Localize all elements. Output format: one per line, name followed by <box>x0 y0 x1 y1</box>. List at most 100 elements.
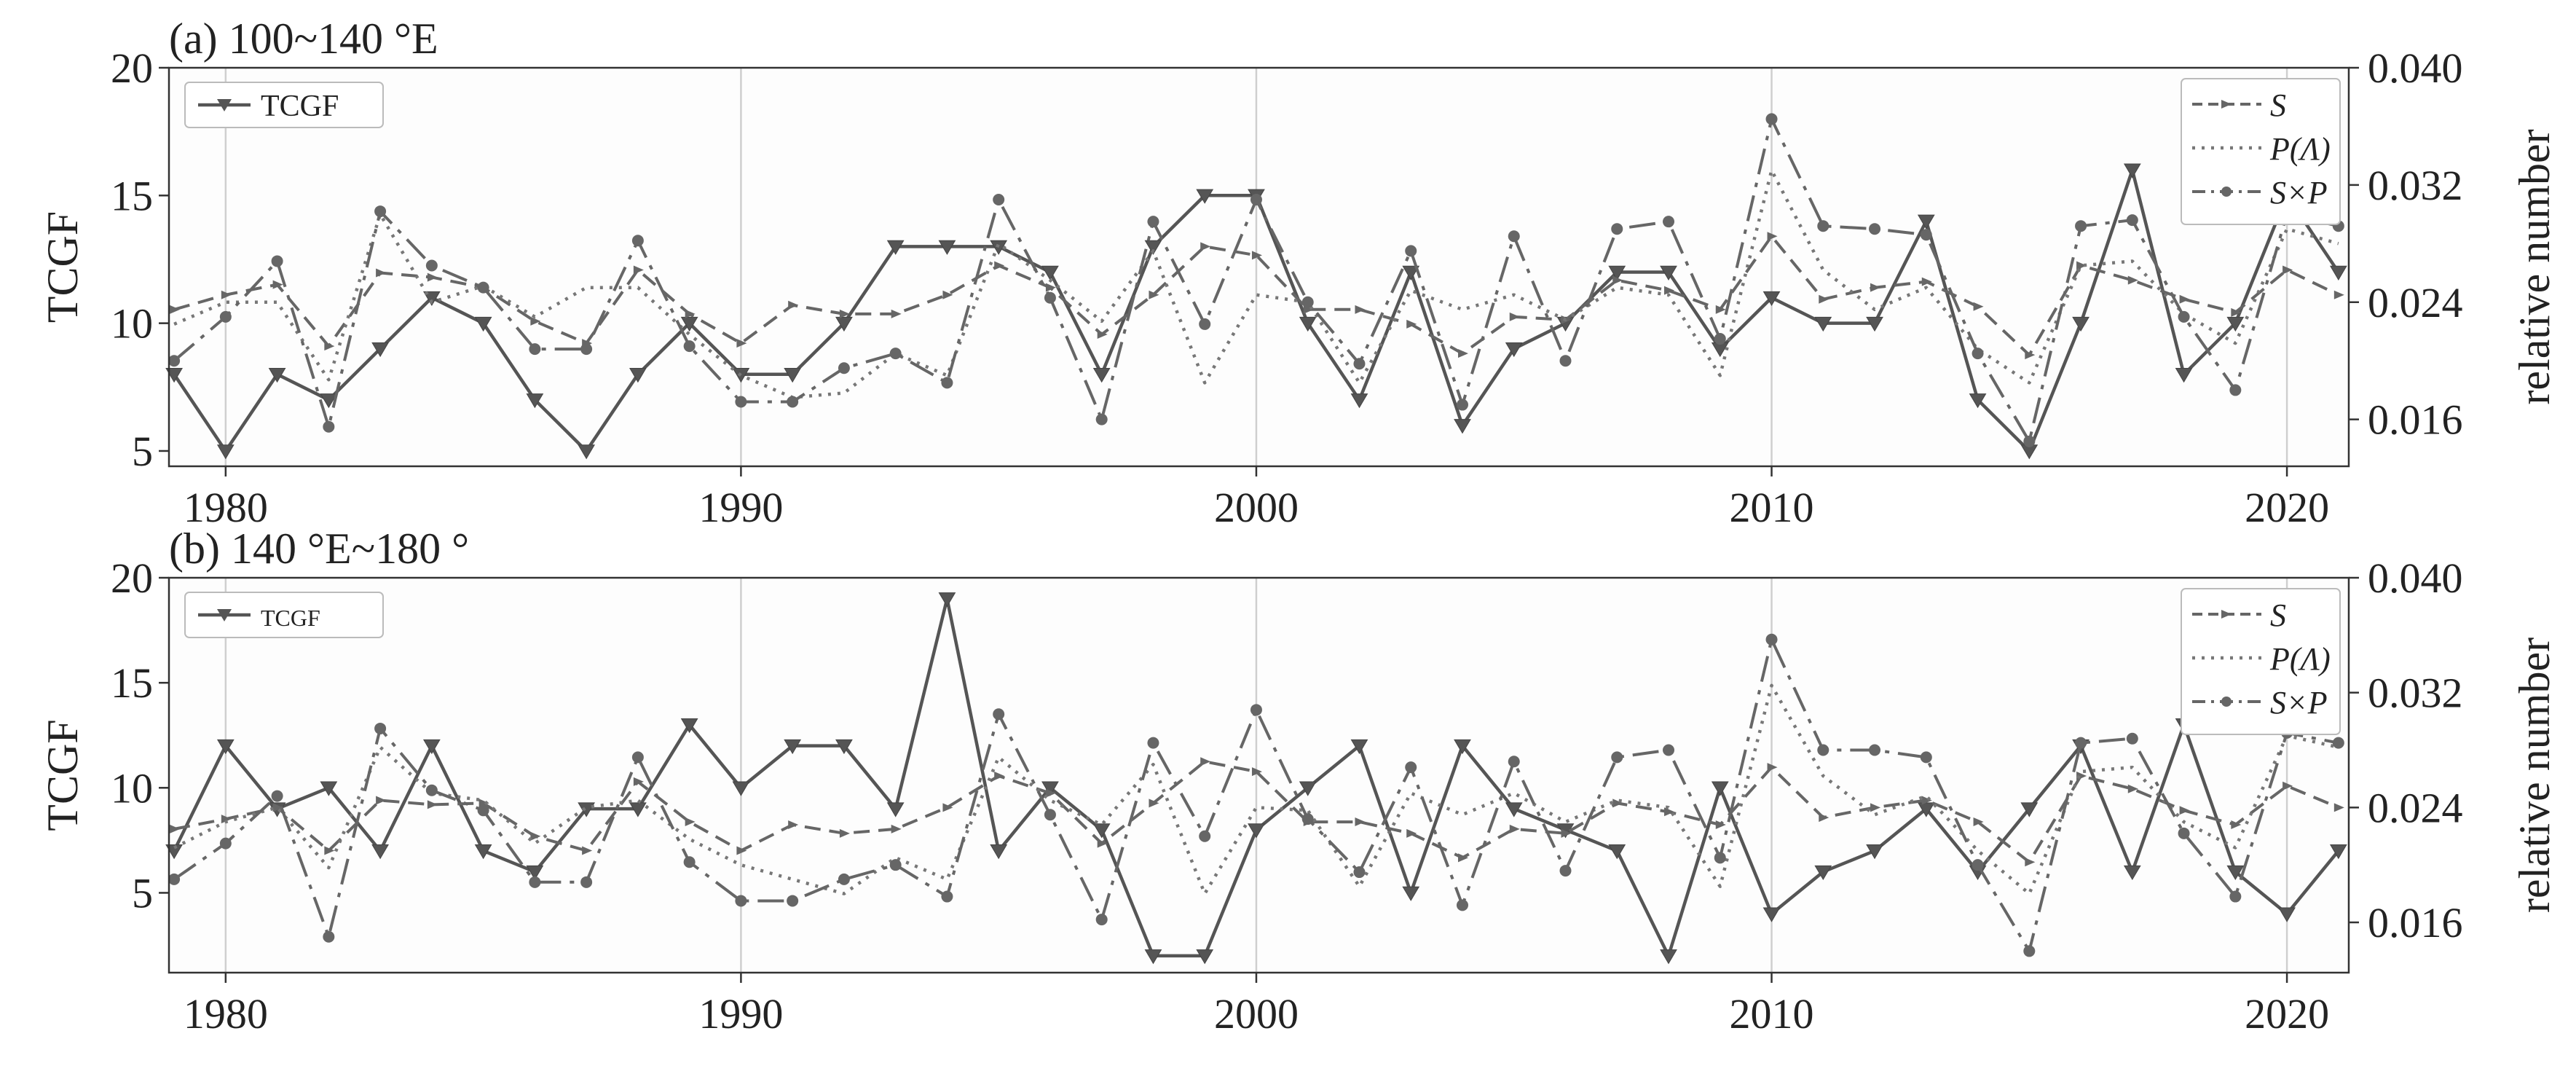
point-marker <box>1095 914 1108 926</box>
point-marker <box>1611 223 1623 235</box>
x-tick-label: 1990 <box>698 484 783 531</box>
point-marker <box>994 261 1005 270</box>
point-marker <box>2020 802 2039 817</box>
point-marker <box>993 193 1005 205</box>
point-marker <box>1406 319 1417 329</box>
legend-left: TCGF <box>184 592 384 638</box>
point-marker <box>1199 318 1211 330</box>
point-marker <box>941 890 953 903</box>
point-marker <box>1092 368 1111 383</box>
legend-marker <box>2221 697 2232 707</box>
point-marker <box>371 844 389 860</box>
point-marker <box>2282 781 2293 790</box>
point-marker <box>221 815 232 824</box>
point-marker <box>1147 216 1159 228</box>
point-marker <box>1402 886 1420 901</box>
point-marker <box>422 291 441 307</box>
point-marker <box>1301 813 1314 825</box>
point-marker <box>1559 865 1572 877</box>
legend-right: S P(Λ) S×P <box>2181 78 2341 225</box>
point-marker <box>735 895 747 907</box>
point-marker <box>835 739 853 755</box>
point-marker <box>994 771 1005 780</box>
point-marker <box>168 873 181 885</box>
point-marker <box>2229 890 2242 903</box>
point-marker <box>1660 265 1677 280</box>
point-marker <box>1505 342 1523 358</box>
y-tick-label: 10 <box>111 764 153 812</box>
point-marker <box>2075 737 2087 749</box>
y-right-tick-label: 0.040 <box>2368 554 2463 602</box>
point-marker <box>2226 865 2245 881</box>
point-marker <box>1664 286 1675 295</box>
y-tick-label: 20 <box>111 44 153 92</box>
point-marker <box>272 803 283 812</box>
point-marker <box>578 802 596 817</box>
point-marker <box>2329 844 2347 860</box>
legend-box <box>184 82 384 128</box>
point-marker <box>1817 744 1829 756</box>
point-marker <box>1505 802 1523 817</box>
point-marker <box>839 828 850 838</box>
point-marker <box>582 846 593 855</box>
legend-label: S <box>2270 597 2286 633</box>
legend-label: S×P <box>2270 175 2328 211</box>
series-line-P(Λ) <box>173 168 2339 399</box>
y-tick-label: 5 <box>132 428 153 475</box>
point-marker <box>1561 828 1572 838</box>
point-marker <box>1921 277 1932 286</box>
point-marker <box>1711 781 1729 796</box>
point-marker <box>1350 739 1368 755</box>
point-marker <box>1508 230 1520 243</box>
point-marker <box>526 865 544 881</box>
y-tick-label: 15 <box>111 659 153 707</box>
point-marker <box>942 290 953 299</box>
x-tick-label: 1980 <box>184 990 268 1037</box>
point-marker <box>2226 316 2245 332</box>
point-marker <box>2123 163 2141 178</box>
point-marker <box>376 796 387 805</box>
point-marker <box>1041 265 1059 280</box>
point-marker <box>170 824 181 833</box>
point-marker <box>1353 358 1366 370</box>
point-marker <box>891 824 902 833</box>
x-tick-label: 2000 <box>1214 990 1299 1037</box>
point-marker <box>1664 807 1675 817</box>
point-marker <box>993 708 1005 721</box>
point-marker <box>1045 283 1056 292</box>
point-marker <box>323 420 335 433</box>
legend-left: TCGF <box>184 82 384 128</box>
legend-marker <box>2221 187 2232 197</box>
point-marker <box>1402 265 1420 280</box>
legend-box <box>184 592 384 638</box>
x-tick-label: 1990 <box>698 990 783 1037</box>
point-marker <box>1869 223 1881 235</box>
point-marker <box>680 316 698 332</box>
point-marker <box>1559 355 1572 367</box>
point-marker <box>2025 858 2036 867</box>
point-marker <box>683 856 696 868</box>
point-marker <box>580 343 593 356</box>
point-marker <box>839 309 850 318</box>
point-marker <box>685 309 696 318</box>
point-marker <box>1350 393 1368 409</box>
point-marker <box>2126 732 2138 745</box>
point-marker <box>1405 245 1417 257</box>
point-marker <box>216 739 235 755</box>
point-marker <box>633 777 644 786</box>
y-right-tick-label: 0.016 <box>2368 899 2463 946</box>
point-marker <box>1149 290 1159 299</box>
point-marker <box>784 368 802 383</box>
point-marker <box>1454 739 1471 755</box>
y-axis-label: TCGF <box>39 211 87 323</box>
point-marker <box>1457 349 1468 358</box>
point-marker <box>477 281 489 294</box>
point-marker <box>835 316 853 332</box>
point-marker <box>2127 784 2138 793</box>
point-marker <box>886 802 905 817</box>
point-marker <box>1250 704 1262 716</box>
point-marker <box>683 340 696 353</box>
y-tick-label: 10 <box>111 300 153 348</box>
point-marker <box>477 804 489 817</box>
point-marker <box>1870 283 1881 292</box>
